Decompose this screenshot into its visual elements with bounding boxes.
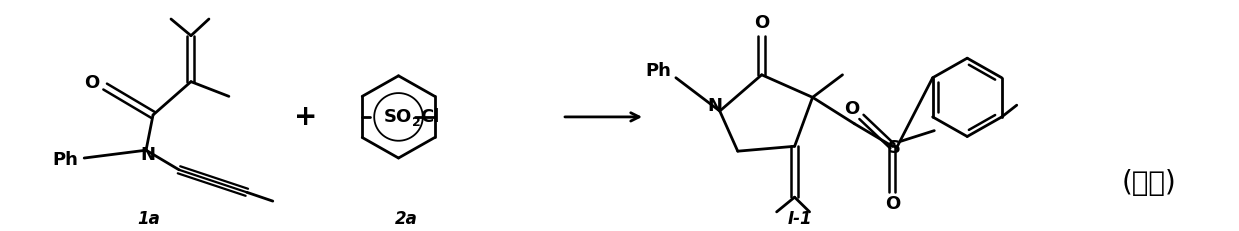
Text: Ph: Ph [646,62,670,80]
Text: +: + [294,103,317,131]
Text: S: S [888,139,901,157]
Text: O: O [844,100,859,118]
Text: (式二): (式二) [1121,168,1176,197]
Text: N: N [140,146,156,164]
Text: O: O [885,195,900,213]
Text: N: N [707,97,722,115]
Text: 2: 2 [411,116,420,129]
Text: O: O [755,14,769,32]
Text: O: O [84,74,100,92]
Text: SO: SO [384,108,413,126]
Text: 2a: 2a [395,210,418,228]
Text: Ph: Ph [52,151,78,169]
Text: I-1: I-1 [787,210,812,228]
Text: Cl: Cl [420,108,440,126]
Text: 1a: 1a [138,210,161,228]
